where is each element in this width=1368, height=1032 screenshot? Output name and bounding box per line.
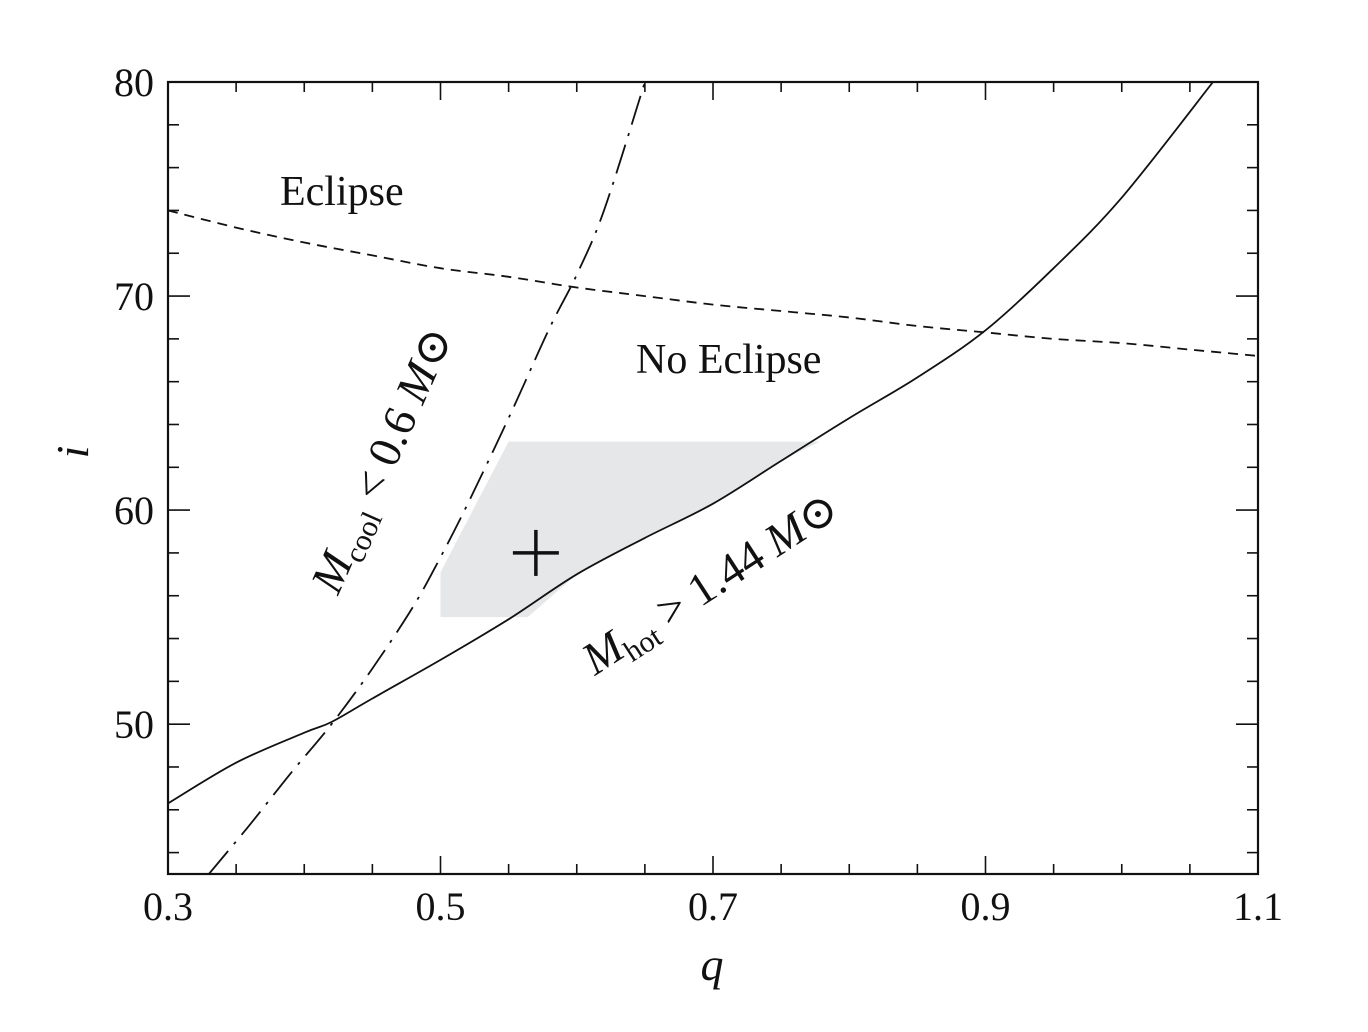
y-tick-label: 50 <box>114 702 154 747</box>
x-tick-label: 0.9 <box>961 884 1011 929</box>
y-tick-label: 70 <box>114 274 154 319</box>
x-tick-label: 0.7 <box>688 884 738 929</box>
x-tick-label: 1.1 <box>1233 884 1283 929</box>
no-eclipse-label: No Eclipse <box>636 337 821 383</box>
series-layer <box>168 82 1258 874</box>
x-tick-label: 0.5 <box>416 884 466 929</box>
x-axis-title: q <box>701 939 724 990</box>
y-tick-label: 60 <box>114 488 154 533</box>
m-cool-limit-line <box>208 82 646 874</box>
y-tick-label: 80 <box>114 60 154 105</box>
m-cool-relation: < 0.6 <box>337 389 432 517</box>
x-tick-label: 0.3 <box>143 884 193 929</box>
ticks-layer <box>167 81 1259 874</box>
best-fit-marker <box>512 529 559 576</box>
tick-labels-layer: 0.3 0.5 0.7 0.9 1.1 50 60 70 80 <box>114 60 1283 929</box>
eclipse-boundary-line <box>168 209 1258 357</box>
y-axis-title: i <box>47 446 98 459</box>
eclipse-label: Eclipse <box>280 169 404 215</box>
m-cool-label: Mcool < 0.6 M⊙ <box>300 319 468 603</box>
m-hot-relation: > 1.44 <box>637 523 783 643</box>
m-hot-limit-line <box>168 82 1214 805</box>
marker-layer <box>512 529 559 576</box>
